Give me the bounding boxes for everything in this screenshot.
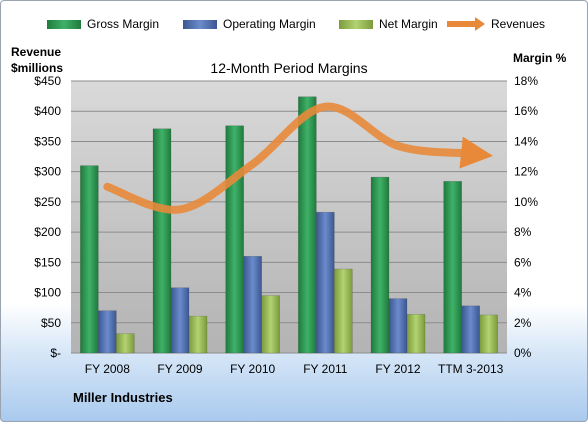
- left-axis-ticks: $- $50 $100 $150 $200 $250 $300 $350 $400 $450: [34, 74, 61, 360]
- left-tick-label: $200: [34, 225, 61, 239]
- left-tick-label: $100: [34, 286, 61, 300]
- right-tick-label: 4%: [514, 286, 532, 300]
- bar-operating-margin: [170, 287, 190, 354]
- left-tick-label: $150: [34, 255, 61, 269]
- left-axis-title-line1: Revenue: [11, 45, 61, 59]
- category-label: FY 2011: [303, 362, 348, 376]
- category-label: FY 2008: [85, 362, 130, 376]
- bar-gross-margin: [370, 176, 390, 354]
- bar-gross-margin: [225, 125, 244, 354]
- bar-net-margin: [261, 295, 280, 354]
- bar-operating-margin: [316, 211, 335, 354]
- bar-operating-margin: [388, 298, 408, 354]
- left-tick-label: $350: [34, 134, 61, 148]
- bar-net-margin: [479, 314, 498, 354]
- left-tick-label: $50: [41, 316, 61, 330]
- legend-swatch: [47, 20, 81, 29]
- right-tick-label: 14%: [514, 134, 538, 148]
- bar-gross-margin: [443, 181, 462, 354]
- revenue-line: [103, 102, 493, 214]
- bar-net-margin: [188, 315, 208, 354]
- legend-arrow: [475, 17, 485, 31]
- legend-label: Revenues: [491, 17, 545, 31]
- category-label: FY 2009: [157, 362, 202, 376]
- plot-area: [71, 81, 507, 353]
- category-labels: FY 2008 FY 2009 FY 2010 FY 2011 FY 2012 TTM 3…: [85, 362, 504, 376]
- right-tick-label: 12%: [514, 165, 538, 179]
- bar-net-margin: [116, 333, 135, 354]
- revenue-series-line: [103, 102, 493, 214]
- left-tick-label: $450: [34, 74, 61, 88]
- right-tick-label: 6%: [514, 255, 532, 269]
- left-tick-label: $250: [34, 195, 61, 209]
- legend-swatch: [339, 20, 373, 29]
- bar-gross-margin: [80, 165, 99, 354]
- bar-operating-margin: [98, 310, 117, 354]
- bar-operating-margin: [243, 256, 262, 354]
- right-tick-label: 0%: [514, 346, 532, 360]
- right-tick-label: 8%: [514, 225, 532, 239]
- right-tick-label: 2%: [514, 316, 532, 330]
- legend-label: Gross Margin: [87, 17, 159, 31]
- left-tick-label: $400: [34, 104, 61, 118]
- company-name: Miller Industries: [73, 390, 173, 405]
- right-tick-label: 10%: [514, 195, 538, 209]
- bar-operating-margin: [461, 305, 480, 354]
- left-tick-label: $-: [50, 346, 61, 360]
- bar-net-margin: [334, 268, 353, 354]
- chart-title: 12-Month Period Margins: [210, 60, 367, 76]
- bar-gross-margin: [298, 96, 317, 354]
- right-tick-label: 18%: [514, 74, 538, 88]
- left-axis-title-line2: $millions: [11, 61, 63, 75]
- right-tick-label: 16%: [514, 104, 538, 118]
- legend-label: Net Margin: [379, 17, 438, 31]
- bar-gross-margin: [152, 128, 172, 354]
- category-label: FY 2010: [230, 362, 275, 376]
- category-label: TTM 3-2013: [438, 362, 504, 376]
- legend-label: Operating Margin: [223, 17, 316, 31]
- bars-group: [80, 96, 498, 354]
- right-axis-ticks: 0% 2% 4% 6% 8% 10% 12% 14% 16% 18%: [514, 74, 538, 360]
- category-label: FY 2012: [375, 362, 420, 376]
- right-axis-title: Margin %: [513, 51, 567, 65]
- left-tick-label: $300: [34, 165, 61, 179]
- bar-net-margin: [406, 314, 426, 354]
- legend: Gross Margin Operating Margin Net Margin Re…: [47, 17, 545, 31]
- legend-swatch: [183, 20, 217, 29]
